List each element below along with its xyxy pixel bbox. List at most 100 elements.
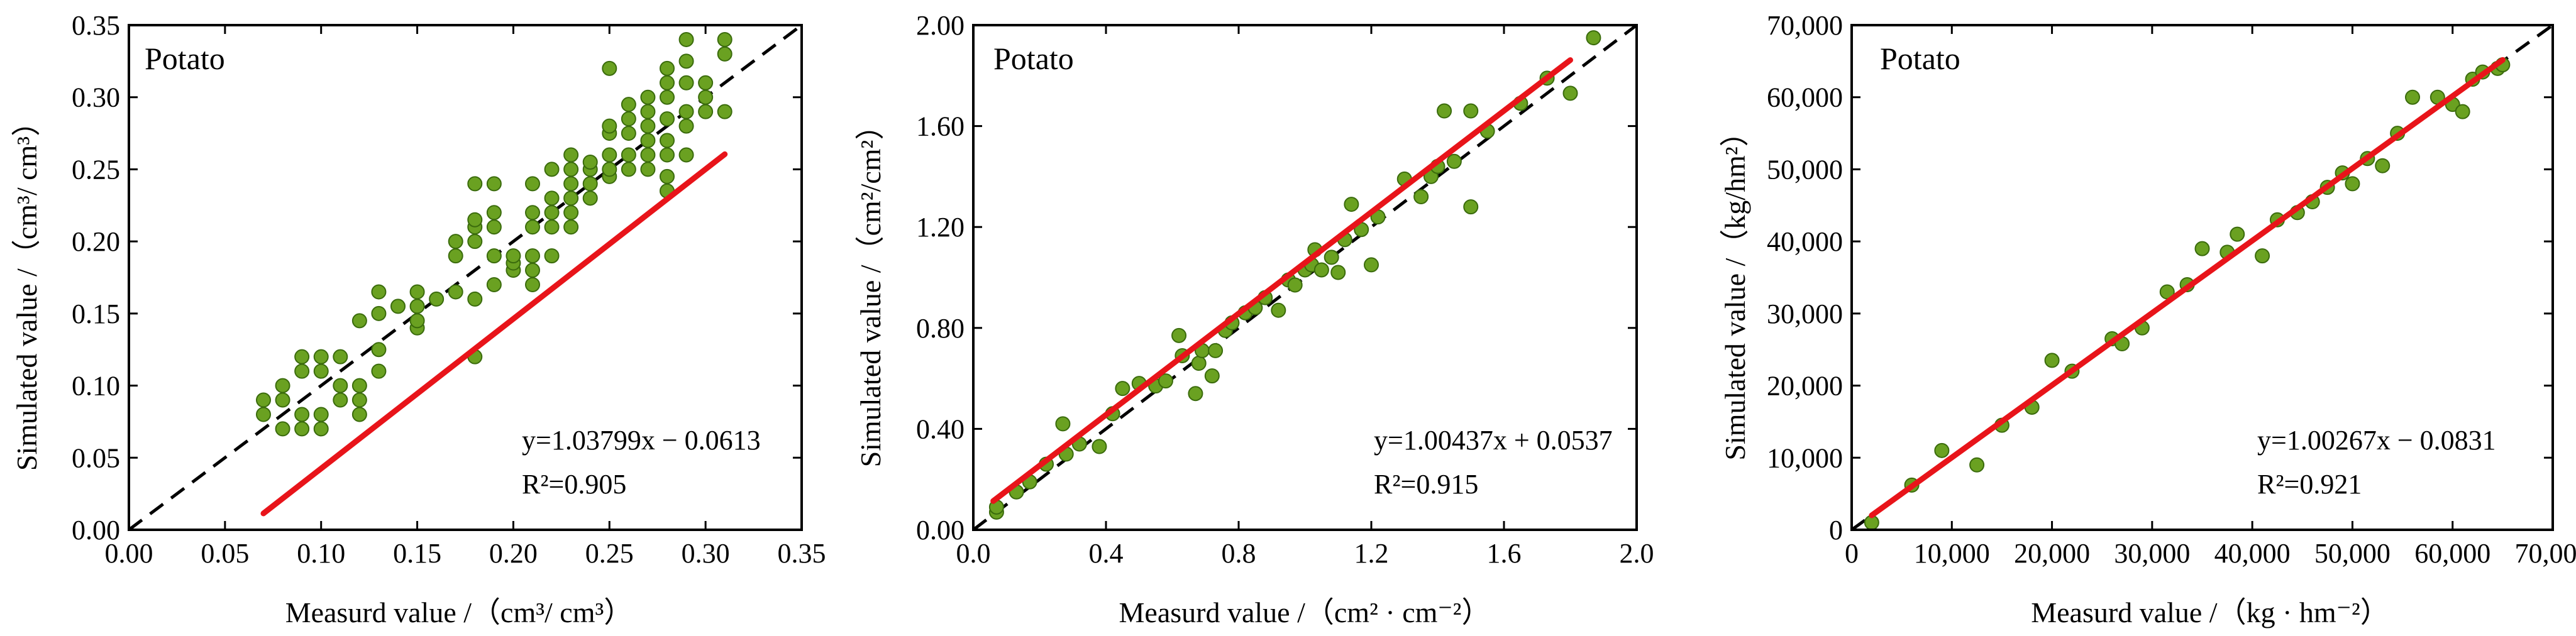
data-point — [1055, 416, 1071, 432]
x-tick-label: 20,000 — [2014, 538, 2090, 569]
data-point — [678, 31, 694, 47]
x-tick-label: 2.0 — [1620, 538, 1654, 569]
y-tick-label: 0.00 — [72, 515, 120, 546]
data-point — [294, 407, 310, 422]
data-point — [467, 234, 483, 249]
fit-line — [260, 151, 728, 517]
data-point — [486, 219, 502, 235]
data-point — [294, 421, 310, 437]
data-point — [294, 349, 310, 365]
y-tick-label: 2.00 — [916, 10, 965, 41]
panel-marks: 0.0 0.4 0.8 1.2 1.6 2.0 0.00 0.40 0.80 1.20 1.60 2.… — [916, 10, 1654, 569]
fit-equation: y=1.03799x − 0.0613 — [522, 425, 761, 456]
data-point — [525, 248, 540, 264]
y-tick-label: 0.80 — [916, 313, 965, 344]
y-tick-label: 0 — [1829, 515, 1843, 546]
chart-panel-yield: 0 10,000 20,000 30,000 40,000 50,000 60,000 70,… — [1719, 10, 2576, 628]
y-tick-label: 30,000 — [1767, 299, 1843, 329]
data-point — [333, 378, 348, 393]
data-point — [2405, 89, 2420, 105]
data-point — [602, 162, 617, 177]
data-point — [275, 392, 290, 408]
data-point — [678, 104, 694, 119]
data-point — [1344, 197, 1359, 212]
chart-panel-moisture: 0.00 0.05 0.10 0.15 0.20 0.25 0.30 0.35 0.00 0.05… — [11, 10, 826, 628]
data-point — [544, 162, 560, 177]
data-point — [1313, 262, 1329, 278]
fit-equation: y=1.00267x − 0.0831 — [2257, 425, 2496, 456]
data-point — [467, 212, 483, 228]
x-tick-label: 30,000 — [2114, 538, 2190, 569]
data-point — [1330, 265, 1346, 280]
data-point — [660, 60, 675, 76]
data-point — [486, 277, 502, 292]
data-point — [333, 349, 348, 365]
data-point — [313, 363, 329, 379]
data-point — [621, 147, 636, 163]
data-point — [1208, 343, 1224, 358]
data-point — [371, 342, 387, 358]
data-point — [371, 284, 387, 300]
data-point — [351, 392, 367, 408]
data-point — [1324, 249, 1339, 265]
data-point — [717, 31, 732, 47]
data-point — [1271, 302, 1286, 318]
data-point — [294, 363, 310, 379]
data-point — [1562, 85, 1578, 101]
data-point — [563, 219, 579, 235]
y-tick-label: 60,000 — [1767, 82, 1843, 113]
data-point — [544, 248, 560, 264]
data-point — [1171, 327, 1187, 343]
data-point — [544, 190, 560, 206]
data-point — [660, 133, 675, 148]
data-point — [602, 147, 617, 163]
data-point — [717, 104, 732, 119]
data-point — [1287, 277, 1303, 293]
r-squared: R²=0.905 — [522, 469, 626, 500]
data-point — [1413, 189, 1429, 205]
data-point — [640, 162, 656, 177]
x-tick-label: 70,000 — [2515, 538, 2576, 569]
data-point — [544, 205, 560, 221]
data-point — [660, 168, 675, 184]
y-tick-label: 0.10 — [72, 371, 120, 402]
data-point — [313, 421, 329, 437]
data-point — [313, 407, 329, 422]
data-point — [1463, 199, 1479, 215]
plot-frame — [972, 24, 1638, 531]
data-point — [1188, 386, 1203, 402]
data-point — [660, 147, 675, 163]
data-point — [448, 284, 463, 300]
data-point — [678, 147, 694, 163]
panel-label: Potato — [993, 41, 1074, 76]
data-point — [660, 75, 675, 90]
y-axis-title: Simulated value /（cm²/cm²） — [854, 111, 887, 468]
y-tick-label: 20,000 — [1767, 371, 1843, 402]
data-point — [351, 378, 367, 393]
data-point — [621, 97, 636, 112]
data-point — [351, 313, 367, 329]
data-point — [506, 248, 521, 264]
data-point — [582, 154, 598, 170]
x-tick-label: 40,000 — [2214, 538, 2291, 569]
data-point — [448, 234, 463, 249]
data-point — [1969, 457, 1985, 473]
r-squared: R²=0.915 — [1374, 469, 1478, 500]
data-point — [1115, 381, 1130, 397]
data-point — [256, 407, 271, 422]
data-point — [544, 219, 560, 235]
y-tick-label: 0.40 — [916, 414, 965, 444]
data-point — [256, 392, 271, 408]
y-axis-title: Simulated value /（cm³/ cm³） — [11, 107, 43, 471]
data-point — [1586, 30, 1601, 46]
x-tick-label: 1.2 — [1354, 538, 1389, 569]
data-point — [467, 291, 483, 307]
y-tick-label: 70,000 — [1767, 10, 1843, 41]
x-tick-label: 0.00 — [105, 538, 153, 569]
x-tick-label: 0.05 — [201, 538, 249, 569]
panel-marks: 0 10,000 20,000 30,000 40,000 50,000 60,000 70,… — [1767, 10, 2576, 569]
data-point — [582, 190, 598, 206]
data-point — [525, 176, 540, 192]
chart-panel-lai: 0.0 0.4 0.8 1.2 1.6 2.0 0.00 0.40 0.80 1.20 1.60 2.… — [854, 10, 1654, 628]
y-tick-label: 0.30 — [72, 82, 120, 113]
